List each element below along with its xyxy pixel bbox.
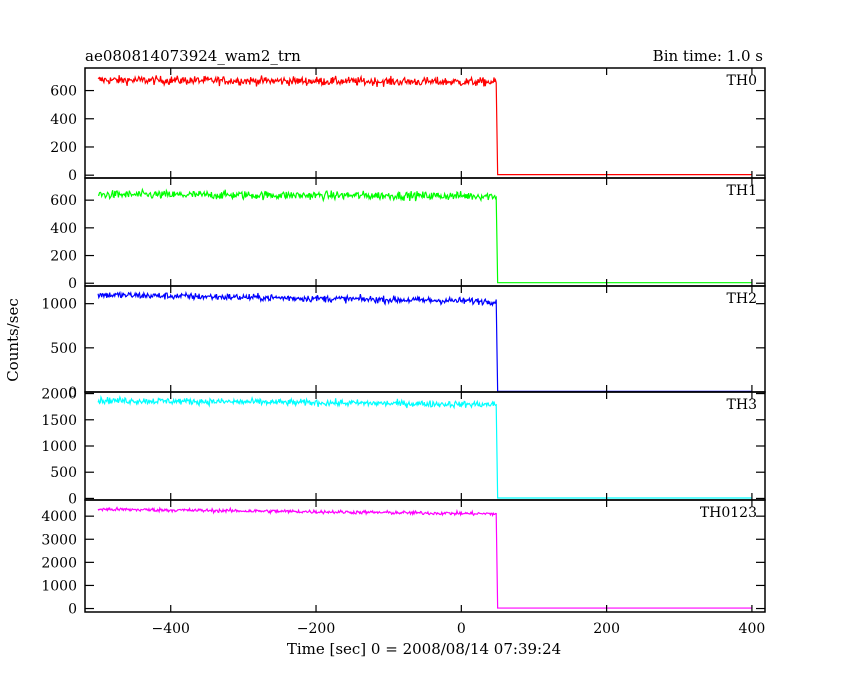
y-tick-label: 400 <box>50 221 77 237</box>
panel-label-th1: TH1 <box>727 183 757 199</box>
y-tick-label: 0 <box>68 491 77 507</box>
y-tick-label: 2000 <box>41 555 77 571</box>
x-tick-label: −400 <box>151 621 189 637</box>
panel-th3: 0 500 1000 1500 2000 TH3 <box>41 387 766 507</box>
y-tick-label: 4000 <box>41 509 77 525</box>
panel-th0123: 0 1000 2000 3000 4000 TH0123 <box>41 499 766 618</box>
y-tick-label: 0 <box>68 602 77 618</box>
bin-time-label: Bin time: 1.0 s <box>653 47 763 65</box>
y-tick-label: 200 <box>50 140 77 156</box>
y-tick-label: 500 <box>50 465 77 481</box>
y-tick-label: 0 <box>68 168 77 184</box>
series-line-th2 <box>97 290 752 392</box>
y-tick-label: 400 <box>50 112 77 128</box>
panel-th2: 0 500 1000 TH2 <box>41 285 766 401</box>
y-tick-label: 600 <box>50 193 77 209</box>
x-axis: −400 −200 0 200 400 <box>151 621 765 637</box>
panel-label-th3: TH3 <box>727 397 757 413</box>
y-tick-label: 1000 <box>41 578 77 594</box>
y-tick-label: 0 <box>68 385 77 401</box>
series-line-th1 <box>98 187 752 284</box>
y-tick-label: 3000 <box>41 532 77 548</box>
y-tick-label: 200 <box>50 249 77 265</box>
y-tick-label: 1000 <box>41 439 77 455</box>
panel-frame <box>84 285 766 393</box>
panel-label-th0: TH0 <box>727 73 757 89</box>
series-line-th0 <box>97 74 752 176</box>
series-line-th0123 <box>97 506 752 609</box>
x-tick-label: 400 <box>739 621 766 637</box>
y-tick-label: 500 <box>50 341 77 357</box>
panel-label-th0123: TH0123 <box>700 505 757 521</box>
x-axis-label: Time [sec] 0 = 2008/08/14 07:39:24 <box>287 640 561 658</box>
y-axis-label: Counts/sec <box>4 298 22 382</box>
chart-title: ae080814073924_wam2_trn <box>85 47 301 65</box>
y-tick-label: 0 <box>68 276 77 292</box>
panel-th0: 0 200 400 600 TH0 <box>50 67 766 184</box>
x-tick-label: 200 <box>593 621 620 637</box>
panel-frame <box>84 391 766 501</box>
panel-frame <box>84 499 766 613</box>
x-tick-label: −200 <box>297 621 335 637</box>
y-tick-label: 600 <box>50 84 77 100</box>
y-tick-label: 2000 <box>41 387 77 403</box>
panels-group: 0 200 400 600 TH0 0 200 400 600 TH1 0 500 1000 TH2 0 50… <box>41 67 766 618</box>
x-tick-label: 0 <box>457 621 466 637</box>
series-line-th3 <box>97 394 752 499</box>
panel-label-th2: TH2 <box>727 291 757 307</box>
y-tick-label: 1000 <box>41 297 77 313</box>
panel-th1: 0 200 400 600 TH1 <box>50 177 766 292</box>
y-tick-label: 1500 <box>41 413 77 429</box>
